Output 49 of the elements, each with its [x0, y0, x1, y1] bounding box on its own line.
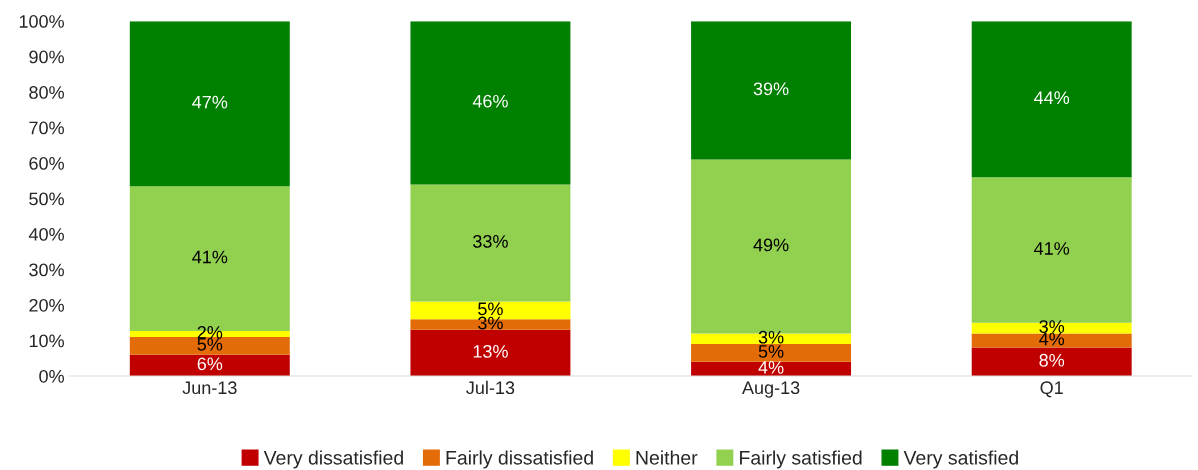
data-label: 3% — [478, 316, 503, 330]
y-tick-label: 40% — [28, 227, 64, 241]
legend-label: Fairly dissatisfied — [446, 450, 593, 469]
data-label: 3% — [1039, 320, 1065, 333]
bar — [971, 347, 1132, 376]
bar — [410, 21, 571, 185]
bar — [129, 354, 290, 376]
y-tick-label: 100% — [19, 15, 64, 28]
legend-label: Fairly satisfied — [740, 450, 862, 469]
data-label: 39% — [753, 82, 789, 96]
y-tick-label: 70% — [29, 121, 64, 135]
bar — [691, 21, 852, 160]
y-tick-label: 80% — [29, 86, 64, 99]
data-label: 33% — [473, 234, 508, 248]
y-tick-label: 60% — [29, 157, 64, 170]
data-label: 3% — [758, 330, 784, 344]
y-tick-label: 90% — [29, 50, 64, 64]
legend-label: Neither — [636, 450, 698, 465]
bar — [410, 329, 571, 376]
data-label: 46% — [472, 94, 508, 108]
data-label: 8% — [1039, 353, 1065, 367]
bar — [971, 21, 1132, 178]
bar — [971, 333, 1132, 348]
x-tick-label: Jul-13 — [466, 380, 515, 395]
bar — [129, 21, 290, 187]
x-tick-label: Q1 — [1040, 381, 1063, 398]
y-tick-label: 0% — [39, 369, 64, 383]
bar — [691, 344, 852, 362]
data-label: 4% — [758, 361, 784, 374]
y-tick-label: 20% — [29, 298, 64, 312]
y-tick-label: 10% — [29, 334, 64, 348]
data-label: 49% — [753, 238, 789, 252]
x-tick-label: Jun-13 — [182, 381, 237, 395]
data-label: 41% — [1034, 242, 1070, 255]
y-tick-label: 50% — [29, 192, 64, 206]
data-label: 41% — [192, 250, 228, 264]
data-label: 44% — [1034, 91, 1070, 104]
data-label: 5% — [197, 337, 223, 351]
x-tick-label: Aug-13 — [741, 381, 800, 398]
data-label: 6% — [197, 357, 223, 371]
legend-label: Very satisfied — [903, 450, 1018, 469]
data-label: 4% — [1039, 332, 1065, 346]
legend-label: Very dissatisfied — [263, 450, 403, 469]
data-label: 5% — [758, 345, 784, 358]
data-label: 13% — [473, 345, 508, 358]
data-label: 47% — [192, 95, 228, 109]
bar — [410, 184, 571, 302]
y-tick-label: 30% — [29, 263, 64, 277]
data-label: 5% — [478, 302, 503, 316]
